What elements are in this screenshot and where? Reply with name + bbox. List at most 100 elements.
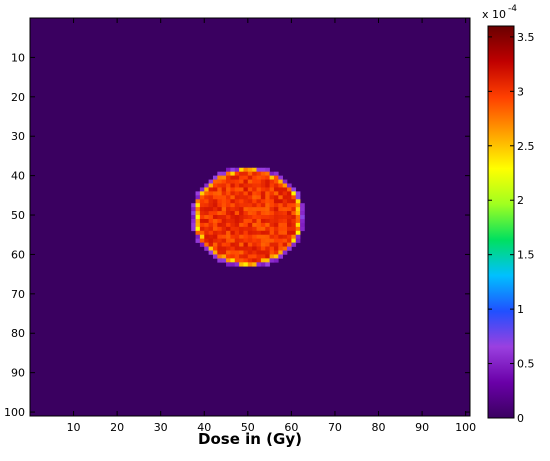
heatmap-cell [295,230,301,236]
heatmap-cell [265,262,270,267]
heatmap-cell [217,230,222,236]
x-tick-label: 90 [415,421,429,434]
heatmap-cell [278,211,283,216]
heatmap-cell [260,187,266,192]
heatmap-cell [300,222,305,228]
heatmap-cell [265,195,270,200]
heatmap-cell [269,218,275,224]
heatmap-cell [265,199,270,204]
heatmap-cell [243,191,249,196]
heatmap-cell [234,242,240,247]
heatmap-cell [239,226,244,232]
heatmap-cell [195,215,201,220]
heatmap-cell [295,234,301,239]
heatmap-cell [260,171,266,176]
heatmap-cell [221,234,227,239]
heatmap-cell [260,191,266,196]
heatmap-cell [269,258,275,263]
heatmap-cell [265,187,270,192]
heatmap-cell [221,199,227,204]
heatmap-cell [256,191,262,196]
heatmap-cell [221,254,227,259]
heatmap-cell [252,179,257,184]
heatmap-cell [256,199,262,204]
heatmap-cell [230,222,236,228]
heatmap-cell [212,230,218,236]
heatmap-cell [208,238,214,243]
heatmap-cell [291,242,297,247]
heatmap-cell [191,222,196,228]
heatmap-cell [199,218,205,224]
heatmap-cell [212,218,218,224]
heatmap-cell [295,222,301,228]
heatmap-cell [291,199,297,204]
heatmap-cell [291,234,297,239]
heatmap-cell [234,175,240,180]
heatmap-cell [221,187,227,192]
heatmap-cell [226,250,231,255]
heatmap-cell [278,203,283,208]
heatmap-cell [221,195,227,200]
heatmap-cell [230,187,236,192]
heatmap-cell [269,234,275,239]
heatmap-cell [204,226,209,232]
x-tick-label: 10 [67,421,81,434]
heatmap-cell [204,191,209,196]
heatmap-cell [239,191,244,196]
colorbar-exponent: -4 [508,4,517,14]
heatmap-cell [230,226,236,232]
heatmap-cell [291,222,297,228]
heatmap-cell [212,191,218,196]
heatmap-cell [273,215,279,220]
heatmap-cell [256,171,262,176]
heatmap-cell [287,211,292,216]
heatmap-cell [217,238,222,243]
heatmap-cell [282,230,288,236]
heatmap-cell [247,238,253,243]
heatmap-cell [204,218,209,224]
heatmap-cell [221,218,227,224]
heatmap-cell [269,175,275,180]
heatmap-cell [226,211,231,216]
x-tick-label: 80 [372,421,386,434]
heatmap-cell [234,187,240,192]
heatmap-cell [300,211,305,216]
heatmap-cell [278,187,283,192]
heatmap-cell [278,191,283,196]
heatmap-cell [195,207,201,212]
heatmap-cell [256,250,262,255]
heatmap-cell [226,187,231,192]
heatmap-cell [199,207,205,212]
heatmap-cell [217,250,222,255]
heatmap-cell [252,226,257,232]
heatmap-cell [239,238,244,243]
heatmap-cell [278,207,283,212]
heatmap-cell [247,203,253,208]
heatmap-cell [230,167,236,172]
heatmap-cell [208,218,214,224]
heatmap-cell [230,238,236,243]
heatmap-cell [295,195,301,200]
heatmap-cell [230,203,236,208]
heatmap-cell [287,199,292,204]
heatmap-cell [265,230,270,236]
heatmap-cell [265,246,270,251]
heatmap-cell [256,230,262,236]
heatmap-cell [230,250,236,255]
heatmap-cell [278,199,283,204]
heatmap-cell [230,195,236,200]
heatmap-cell [265,222,270,228]
heatmap-cell [252,254,257,259]
heatmap-cell [208,207,214,212]
y-tick-label: 90 [11,367,25,380]
heatmap-cell [199,230,205,236]
heatmap-cell [269,191,275,196]
heatmap-cell [239,215,244,220]
heatmap-cell [273,183,279,188]
heatmap-cell [230,207,236,212]
heatmap-cell [226,238,231,243]
heatmap-cell [273,242,279,247]
heatmap-cell [269,222,275,228]
heatmap-cell [221,230,227,236]
colorbar-multiplier: x 10 [482,8,506,21]
